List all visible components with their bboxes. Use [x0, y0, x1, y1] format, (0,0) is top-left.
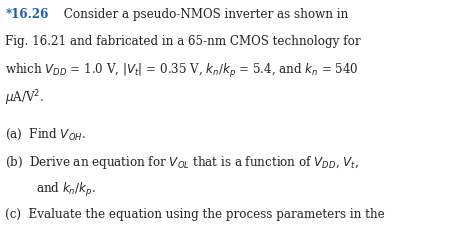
Text: (c)  Evaluate the equation using the process parameters in the: (c) Evaluate the equation using the proc…	[5, 207, 385, 220]
Text: Consider a pseudo-NMOS inverter as shown in: Consider a pseudo-NMOS inverter as shown…	[60, 8, 348, 21]
Text: (a)  Find $V_{OH}$.: (a) Find $V_{OH}$.	[5, 127, 86, 142]
Text: and $k_n/k_p$.: and $k_n/k_p$.	[36, 181, 96, 199]
Text: which $V_{DD}$ = 1.0 V, $|V_t|$ = 0.35 V, $k_n/k_p$ = 5.4, and $k_n$ = 540: which $V_{DD}$ = 1.0 V, $|V_t|$ = 0.35 V…	[5, 62, 359, 79]
Text: *16.26: *16.26	[5, 8, 49, 21]
Text: $\mu$A/V$^2$.: $\mu$A/V$^2$.	[5, 88, 44, 108]
Text: Fig. 16.21 and fabricated in a 65-nm CMOS technology for: Fig. 16.21 and fabricated in a 65-nm CMO…	[5, 35, 361, 48]
Text: (b)  Derive an equation for $V_{OL}$ that is a function of $V_{DD}$, $V_t$,: (b) Derive an equation for $V_{OL}$ that…	[5, 154, 359, 171]
